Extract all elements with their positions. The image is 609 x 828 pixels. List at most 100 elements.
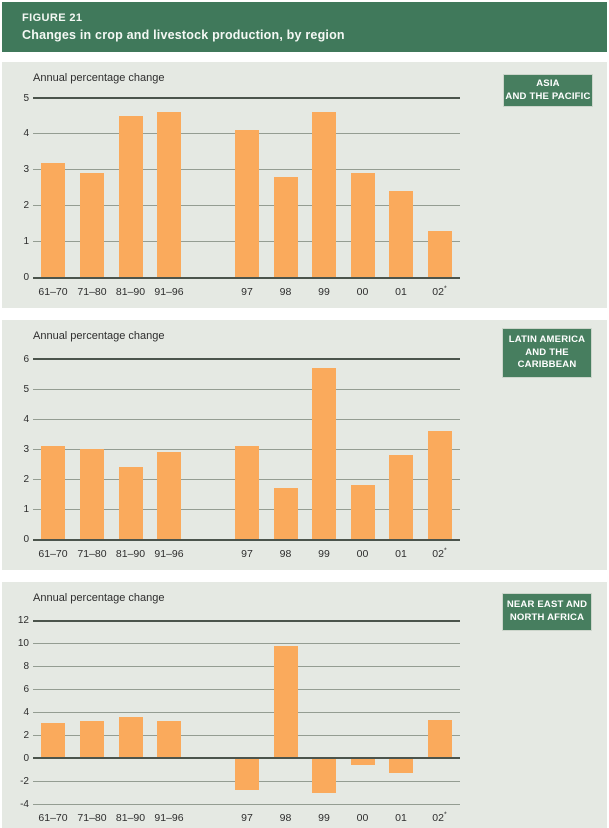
region-label-line: CARIBBEAN — [517, 359, 577, 371]
region-label-line: LATIN AMERICA — [508, 333, 586, 345]
x-tick-91-96: 91–96 — [154, 547, 184, 560]
gridline-4 — [33, 711, 460, 713]
x-tick-98: 98 — [279, 285, 292, 298]
preliminary-asterisk: * — [443, 285, 447, 292]
figure-number: FIGURE 21 — [22, 12, 83, 24]
y-tick-8: 8 — [23, 660, 29, 672]
gridline-0 — [33, 538, 460, 541]
x-tick-98: 98 — [279, 812, 292, 824]
bar-99 — [312, 758, 336, 793]
bar-61-70 — [41, 722, 65, 759]
region-label-latin-america-caribbean: LATIN AMERICA AND THE CARIBBEAN — [502, 328, 592, 378]
gridline-4 — [33, 418, 460, 420]
y-tick-0: 0 — [23, 534, 29, 545]
x-tick-00: 00 — [356, 285, 369, 298]
y-tick-4: 4 — [23, 413, 29, 425]
region-label-line: AND THE PACIFIC — [505, 90, 591, 102]
x-tick-81-90: 81–90 — [115, 812, 146, 824]
y-tick--2: -2 — [20, 775, 29, 787]
bar-01 — [389, 191, 413, 278]
gridline-5 — [33, 97, 460, 99]
y-axis-title: Annual percentage change — [33, 330, 165, 342]
y-tick-1: 1 — [23, 503, 29, 515]
y-tick-2: 2 — [23, 729, 29, 741]
y-tick-10: 10 — [17, 637, 29, 649]
x-tick-97: 97 — [241, 812, 253, 824]
y-tick--4: -4 — [20, 798, 29, 810]
bar-71-80 — [80, 173, 104, 278]
x-tick-00: 00 — [356, 812, 369, 824]
bar-97 — [235, 446, 259, 540]
preliminary-asterisk: * — [443, 811, 447, 819]
bar-97 — [235, 130, 259, 278]
bar-02 — [427, 431, 452, 540]
x-tick-81-90: 81–90 — [115, 547, 146, 560]
chart-panel-asia-and-the-pacific: Annual percentage change ASIA AND THE PA… — [2, 62, 607, 308]
x-tick-00: 00 — [356, 547, 369, 560]
region-label-line: NEAR EAST AND — [506, 599, 588, 611]
region-label-line: NORTH AFRICA — [509, 612, 585, 623]
bar-98 — [273, 645, 298, 759]
y-tick-4: 4 — [23, 128, 29, 140]
x-tick-71-80: 71–80 — [77, 812, 107, 824]
bar-00 — [350, 758, 375, 765]
gridline-5 — [33, 388, 460, 390]
bar-61-70 — [41, 162, 65, 278]
x-tick-97: 97 — [241, 547, 253, 560]
bar-97 — [235, 758, 259, 791]
gridline-0 — [33, 276, 460, 279]
x-tick-61-70: 61–70 — [38, 547, 68, 560]
gridline-6 — [33, 358, 460, 360]
region-label-line: ASIA — [536, 77, 560, 89]
x-tick-91-96: 91–96 — [154, 285, 184, 298]
bar-71-80 — [80, 449, 104, 540]
bar-01 — [389, 758, 413, 774]
x-tick-02: 02* — [432, 811, 447, 825]
x-tick-71-80: 71–80 — [77, 285, 107, 298]
bar-00 — [350, 485, 375, 540]
gridline-8 — [33, 665, 460, 667]
x-tick-71-80: 71–80 — [77, 547, 107, 560]
y-tick-2: 2 — [23, 473, 29, 485]
x-tick-91-96: 91–96 — [154, 812, 184, 824]
gridline-6 — [33, 688, 460, 690]
gridline-0 — [33, 757, 460, 760]
bar-71-80 — [80, 721, 104, 759]
bar-91-96 — [157, 721, 181, 759]
bar-98 — [273, 176, 298, 278]
chart-panel-latin-america-caribbean: Annual percentage change LATIN AMERICA A… — [2, 320, 607, 570]
bar-81-90 — [118, 716, 143, 759]
x-tick-99: 99 — [318, 547, 330, 560]
bar-01 — [389, 455, 413, 540]
gridline--4 — [33, 803, 460, 805]
y-tick-5: 5 — [23, 92, 29, 104]
y-tick-0: 0 — [23, 752, 29, 764]
x-tick-99: 99 — [318, 285, 330, 298]
x-tick-99: 99 — [318, 812, 330, 824]
bar-02 — [427, 230, 452, 278]
x-tick-01: 01 — [395, 547, 407, 560]
region-label-asia-and-the-pacific: ASIA AND THE PACIFIC — [503, 74, 593, 107]
gridline-12 — [33, 619, 460, 622]
x-tick-02: 02* — [432, 547, 447, 560]
bar-91-96 — [157, 112, 181, 278]
x-tick-97: 97 — [241, 285, 253, 298]
y-axis-title: Annual percentage change — [33, 592, 165, 604]
y-tick-5: 5 — [23, 383, 29, 395]
x-tick-01: 01 — [395, 285, 407, 298]
bar-98 — [273, 488, 298, 540]
y-tick-6: 6 — [23, 683, 29, 695]
bar-61-70 — [41, 446, 65, 540]
x-tick-98: 98 — [279, 547, 292, 560]
x-tick-61-70: 61–70 — [38, 285, 68, 298]
y-tick-3: 3 — [23, 443, 29, 455]
y-tick-4: 4 — [23, 706, 29, 718]
y-tick-12: 12 — [17, 615, 29, 626]
y-axis-title: Annual percentage change — [33, 72, 165, 84]
bar-81-90 — [118, 467, 143, 540]
y-tick-0: 0 — [23, 272, 29, 283]
preliminary-asterisk: * — [443, 547, 447, 554]
region-label-line: AND THE — [525, 346, 569, 358]
x-tick-01: 01 — [395, 812, 407, 824]
x-tick-81-90: 81–90 — [115, 285, 146, 298]
